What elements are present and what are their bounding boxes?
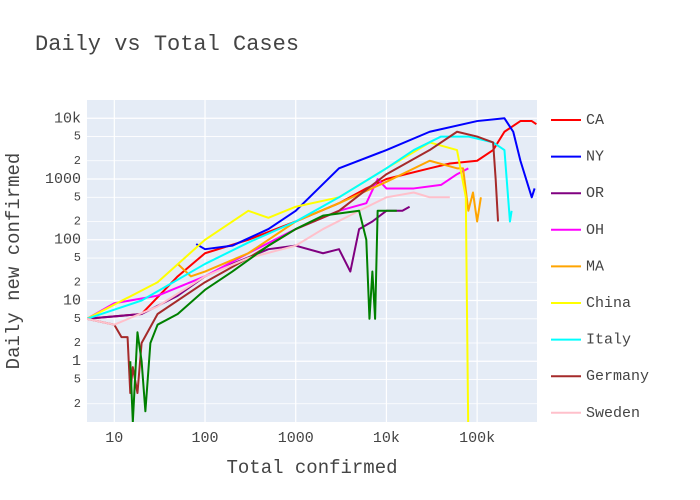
series-line	[87, 130, 500, 395]
legend-label: Italy	[586, 332, 631, 349]
x-tick-label: 1000	[278, 430, 314, 447]
series-line	[87, 167, 469, 320]
series-line	[177, 159, 482, 278]
legend-label: Germany	[586, 368, 649, 385]
y-tick-label: 2	[74, 397, 81, 411]
legend-label: China	[586, 295, 631, 312]
legend-label: MA	[586, 258, 604, 275]
y-tick-label: 5	[74, 373, 81, 387]
series-line	[87, 205, 411, 320]
y-tick-label: 10k	[54, 110, 81, 127]
y-tick-label: 2	[74, 154, 81, 168]
series-line	[87, 135, 513, 320]
y-tick-label: 5	[74, 130, 81, 144]
legend-label: Sweden	[586, 405, 640, 422]
y-tick-label: 5	[74, 251, 81, 265]
plot-area	[87, 100, 537, 422]
x-tick-label: 100	[192, 430, 219, 447]
x-axis-title: Total confirmed	[226, 457, 397, 479]
y-tick-label: 100	[54, 232, 81, 249]
series-line	[87, 191, 450, 326]
y-tick-label: 2	[74, 336, 81, 350]
legend-label: OR	[586, 185, 604, 202]
x-tick-label: 10	[105, 430, 123, 447]
x-tick-label: 100k	[459, 430, 495, 447]
y-tick-label: 5	[74, 312, 81, 326]
y-tick-label: 2	[74, 275, 81, 289]
y-tick-label: 5	[74, 190, 81, 204]
chart-title: Daily vs Total Cases	[35, 32, 299, 57]
y-tick-label: 10	[63, 292, 81, 309]
series-line	[129, 209, 397, 422]
legend-label: NY	[586, 149, 604, 166]
legend-label: CA	[586, 112, 604, 129]
series-line	[87, 141, 470, 422]
y-tick-label: 1	[72, 353, 81, 370]
y-tick-label: 2	[74, 215, 81, 229]
y-tick-label: 1000	[45, 171, 81, 188]
x-tick-label: 10k	[373, 430, 400, 447]
y-axis-title: Daily new confirmed	[3, 153, 25, 370]
legend-label: OH	[586, 222, 604, 239]
series-line	[195, 117, 536, 251]
